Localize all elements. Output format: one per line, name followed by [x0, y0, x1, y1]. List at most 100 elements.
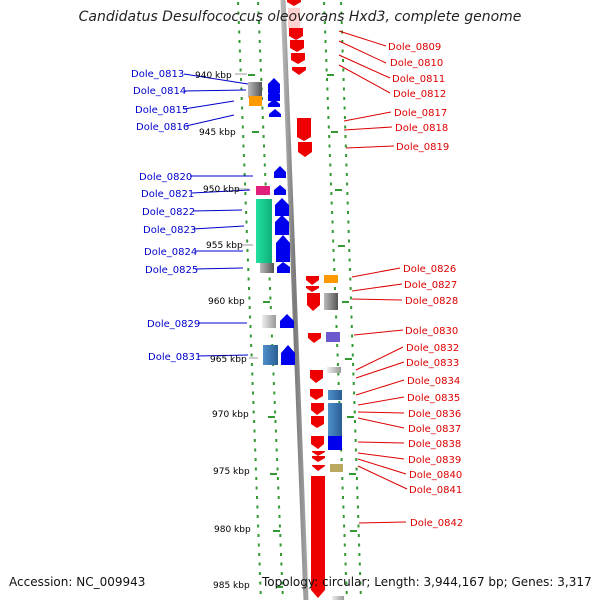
tick-mark: [260, 78, 263, 81]
tick-mark: [340, 458, 343, 461]
tick-mark: [272, 382, 275, 385]
tick-mark: [257, 11, 260, 15]
gene-label-reverse[interactable]: Dole_0835: [407, 393, 460, 404]
tick-mark: [262, 125, 265, 129]
major-tick-mark: [268, 416, 275, 418]
gene-label-forward[interactable]: Dole_0820: [139, 172, 192, 183]
tick-mark: [251, 372, 254, 376]
scale-label: 970 kbp: [212, 410, 249, 420]
tick-mark: [352, 372, 355, 376]
major-tick-mark: [263, 301, 270, 303]
tick-mark: [338, 401, 341, 404]
tick-mark: [280, 572, 283, 575]
tick-mark: [263, 144, 265, 148]
tick-mark: [348, 268, 351, 271]
gene-label-reverse[interactable]: Dole_0838: [408, 439, 461, 450]
tick-mark: [280, 562, 283, 566]
tick-mark: [335, 315, 338, 319]
gene-label-reverse[interactable]: Dole_0812: [393, 89, 446, 100]
tick-mark: [240, 97, 243, 100]
tick-mark: [269, 306, 272, 309]
tick-mark: [335, 325, 338, 328]
gene-label-forward[interactable]: Dole_0825: [145, 265, 198, 276]
tick-mark: [323, 2, 326, 5]
gene-label-reverse[interactable]: Dole_0837: [408, 424, 461, 435]
tick-mark: [345, 581, 348, 585]
major-tick-mark: [350, 530, 357, 532]
major-tick-mark: [335, 189, 342, 191]
tick-mark: [354, 420, 356, 423]
tick-mark: [323, 11, 326, 15]
gene-label-forward[interactable]: Dole_0824: [144, 247, 197, 258]
tick-mark: [276, 477, 279, 480]
tick-mark: [269, 287, 271, 290]
scale-label: 940 kbp: [195, 71, 232, 81]
tick-mark: [273, 401, 276, 404]
tick-mark: [257, 21, 260, 24]
tick-mark: [359, 581, 362, 585]
gene-label-forward[interactable]: Dole_0831: [148, 352, 201, 363]
gene-label-reverse[interactable]: Dole_0834: [407, 376, 460, 387]
gene-label-forward[interactable]: Dole_0822: [142, 207, 195, 218]
gene-label-forward[interactable]: Dole_0816: [136, 122, 189, 133]
tick-mark: [332, 258, 335, 262]
tick-mark: [257, 534, 260, 537]
tick-mark: [351, 334, 354, 338]
tick-mark: [343, 543, 346, 547]
tick-mark: [342, 78, 345, 81]
gene-label-forward[interactable]: Dole_0815: [135, 105, 188, 116]
tick-mark: [345, 163, 348, 167]
gene-label-reverse[interactable]: Dole_0811: [392, 74, 445, 85]
tick-mark: [347, 211, 349, 214]
scale-label: 985 kbp: [213, 581, 250, 591]
tick-mark: [261, 116, 264, 119]
gene-label-reverse[interactable]: Dole_0832: [406, 343, 459, 354]
gene-label-reverse[interactable]: Dole_0836: [408, 409, 461, 420]
tick-mark: [356, 496, 359, 499]
gene-label-forward[interactable]: Dole_0821: [141, 189, 194, 200]
scale-label: 975 kbp: [213, 467, 250, 477]
gene-label-forward[interactable]: Dole_0813: [131, 69, 184, 80]
gene-label-forward[interactable]: Dole_0823: [143, 225, 196, 236]
tick-mark: [252, 401, 255, 404]
tick-mark: [344, 562, 347, 566]
scale-label: 945 kbp: [199, 128, 236, 138]
tick-mark: [238, 49, 241, 53]
gene-label-reverse[interactable]: Dole_0810: [390, 58, 443, 69]
gene-label-forward[interactable]: Dole_0829: [147, 319, 200, 330]
major-tick-mark: [342, 301, 349, 303]
tick-mark: [332, 239, 335, 243]
gene-label-reverse[interactable]: Dole_0819: [396, 142, 449, 153]
tick-mark: [348, 258, 351, 262]
gene-label-reverse[interactable]: Dole_0817: [394, 108, 447, 119]
tick-mark: [331, 211, 334, 214]
gene-label-reverse[interactable]: Dole_0830: [405, 326, 458, 337]
tick-mark: [352, 363, 355, 366]
tick-mark: [269, 296, 272, 300]
tick-mark: [343, 524, 346, 528]
gene-label-reverse[interactable]: Dole_0840: [409, 470, 462, 481]
gene-label-reverse[interactable]: Dole_0833: [406, 358, 459, 369]
tick-mark: [274, 410, 277, 414]
scale-labels: 940 kbp 945 kbp 950 kbp 955 kbp 960 kbp …: [195, 71, 258, 591]
tick-mark: [324, 49, 327, 53]
tick-mark: [343, 106, 346, 110]
gene-label-reverse[interactable]: Dole_0839: [408, 455, 461, 466]
tick-mark: [343, 97, 346, 100]
tick-mark: [270, 334, 273, 338]
tick-mark: [259, 591, 262, 594]
tick-mark: [336, 344, 339, 347]
gene-label-reverse[interactable]: Dole_0827: [404, 280, 457, 291]
tick-mark: [274, 429, 277, 433]
gene-label-forward[interactable]: Dole_0814: [133, 86, 186, 97]
gene-label-reverse[interactable]: Dole_0818: [395, 123, 448, 134]
gene-label-reverse[interactable]: Dole_0809: [388, 42, 441, 53]
tick-mark: [240, 87, 243, 91]
gene-label-reverse[interactable]: Dole_0828: [405, 296, 458, 307]
gene-label-reverse[interactable]: Dole_0842: [410, 518, 463, 529]
gene-label-reverse[interactable]: Dole_0841: [409, 485, 462, 496]
tick-mark: [329, 163, 332, 167]
gene-label-reverse[interactable]: Dole_0826: [403, 264, 456, 275]
major-tick-mark: [276, 586, 283, 588]
tick-mark: [259, 49, 262, 53]
